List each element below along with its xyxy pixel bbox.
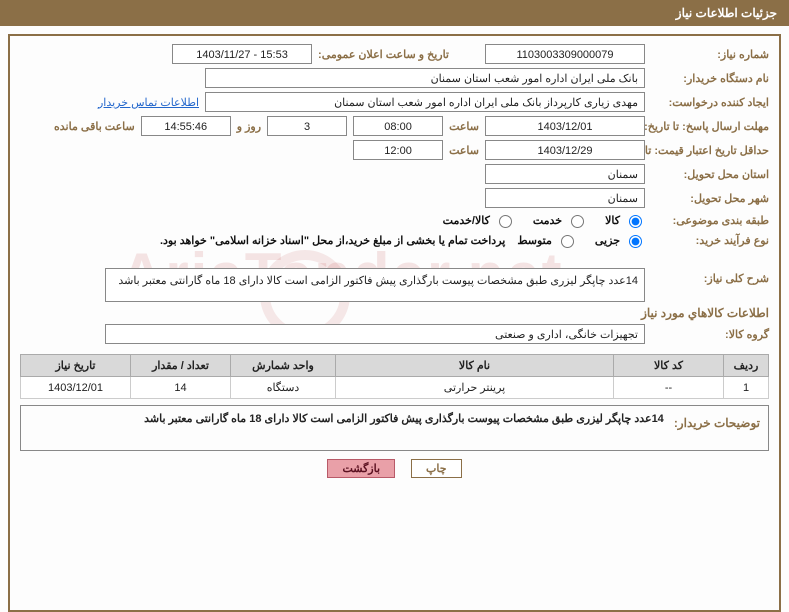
- radio-goods-label[interactable]: کالا: [605, 212, 645, 228]
- field-buyer-remarks: 14عدد چاپگر لیزری طبق مشخصات پیوست بارگذ…: [29, 412, 664, 425]
- back-button[interactable]: بازگشت: [327, 459, 395, 478]
- buyer-remarks-box: توضیحات خریدار: 14عدد چاپگر لیزری طبق مش…: [20, 405, 769, 451]
- print-button[interactable]: چاپ: [411, 459, 462, 478]
- label-goods-group: گروه کالا:: [651, 328, 769, 341]
- label-response-deadline: مهلت ارسال پاسخ: تا تاریخ:: [651, 120, 769, 133]
- field-price-validity-time: 12:00: [353, 140, 443, 160]
- field-announce-datetime: 1403/11/27 - 15:53: [172, 44, 312, 64]
- field-delivery-province: سمنان: [485, 164, 645, 184]
- row-need-number: شماره نیاز: 1103003309000079 تاریخ و ساع…: [20, 44, 769, 64]
- th-qty: تعداد / مقدار: [131, 355, 231, 377]
- radio-partial-label[interactable]: جزیی: [595, 232, 645, 248]
- row-category: طبقه بندی موضوعی: کالا خدمت کالا/خدمت: [20, 212, 769, 228]
- label-remaining: ساعت باقی مانده: [54, 120, 135, 133]
- th-name: نام کالا: [336, 355, 614, 377]
- cell-unit: دستگاه: [231, 377, 336, 399]
- row-process-type: نوع فرآیند خرید: جزیی متوسط پرداخت تمام …: [20, 232, 769, 248]
- radio-goods-service-label[interactable]: کالا/خدمت: [443, 212, 515, 228]
- th-row: ردیف: [724, 355, 769, 377]
- field-days-remaining: 3: [267, 116, 347, 136]
- process-radio-group: جزیی متوسط: [517, 232, 645, 248]
- buyer-contact-link[interactable]: اطلاعات تماس خریدار: [98, 96, 199, 109]
- field-price-validity-date: 1403/12/29: [485, 140, 645, 160]
- radio-medium-text: متوسط: [517, 234, 552, 247]
- row-goods-group: گروه کالا: تجهیزات خانگی، اداری و صنعتی: [20, 324, 769, 344]
- title-bar: جزئیات اطلاعات نیاز: [0, 0, 789, 26]
- field-response-time: 08:00: [353, 116, 443, 136]
- label-delivery-city: شهر محل تحویل:: [651, 192, 769, 205]
- radio-medium-label[interactable]: متوسط: [517, 232, 577, 248]
- radio-goods-service-text: کالا/خدمت: [443, 214, 490, 227]
- section-items-info: اطلاعات کالاهاي مورد نیاز: [20, 306, 769, 320]
- cell-name: پرینتر حرارتی: [336, 377, 614, 399]
- label-delivery-province: استان محل تحویل:: [651, 168, 769, 181]
- label-need-number: شماره نیاز:: [651, 48, 769, 61]
- label-buyer-org: نام دستگاه خریدار:: [651, 72, 769, 85]
- label-time-1: ساعت: [449, 120, 479, 133]
- field-need-number: 1103003309000079: [485, 44, 645, 64]
- radio-service-label[interactable]: خدمت: [533, 212, 587, 228]
- radio-service[interactable]: [571, 215, 584, 228]
- cell-date: 1403/12/01: [21, 377, 131, 399]
- cell-row: 1: [724, 377, 769, 399]
- radio-medium[interactable]: [561, 235, 574, 248]
- cell-code: --: [614, 377, 724, 399]
- label-announce-datetime: تاریخ و ساعت اعلان عمومی:: [318, 48, 449, 61]
- label-days-and: روز و: [237, 120, 261, 133]
- th-code: کد کالا: [614, 355, 724, 377]
- field-buyer-org: بانک ملی ایران اداره امور شعب استان سمنا…: [205, 68, 645, 88]
- label-general-desc: شرح کلی نیاز:: [651, 268, 769, 285]
- table-row: 1 -- پرینتر حرارتی دستگاه 14 1403/12/01: [21, 377, 769, 399]
- th-unit: واحد شمارش: [231, 355, 336, 377]
- table-header-row: ردیف کد کالا نام کالا واحد شمارش تعداد /…: [21, 355, 769, 377]
- row-general-desc: شرح کلی نیاز: 14عدد چاپگر لیزری طبق مشخص…: [20, 268, 769, 302]
- radio-service-text: خدمت: [533, 214, 562, 227]
- main-panel: AriaTender.net شماره نیاز: 1103003309000…: [8, 34, 781, 612]
- category-radio-group: کالا خدمت کالا/خدمت: [443, 212, 645, 228]
- field-general-desc: 14عدد چاپگر لیزری طبق مشخصات پیوست بارگذ…: [105, 268, 645, 302]
- radio-partial-text: جزیی: [595, 234, 620, 247]
- row-response-deadline: مهلت ارسال پاسخ: تا تاریخ: 1403/12/01 سا…: [20, 116, 769, 136]
- label-category: طبقه بندی موضوعی:: [651, 214, 769, 227]
- row-delivery-city: شهر محل تحویل: سمنان: [20, 188, 769, 208]
- field-time-remaining: 14:55:46: [141, 116, 231, 136]
- cell-qty: 14: [131, 377, 231, 399]
- radio-goods[interactable]: [629, 215, 642, 228]
- label-price-validity: حداقل تاریخ اعتبار قیمت: تا تاریخ:: [651, 144, 769, 157]
- th-date: تاریخ نیاز: [21, 355, 131, 377]
- radio-goods-text: کالا: [605, 214, 620, 227]
- row-delivery-province: استان محل تحویل: سمنان: [20, 164, 769, 184]
- radio-partial[interactable]: [629, 235, 642, 248]
- items-table: ردیف کد کالا نام کالا واحد شمارش تعداد /…: [20, 354, 769, 399]
- field-requester: مهدی زیاری کارپرداز بانک ملی ایران اداره…: [205, 92, 645, 112]
- radio-goods-service[interactable]: [499, 215, 512, 228]
- row-buyer-org: نام دستگاه خریدار: بانک ملی ایران اداره …: [20, 68, 769, 88]
- field-goods-group: تجهیزات خانگی، اداری و صنعتی: [105, 324, 645, 344]
- label-time-2: ساعت: [449, 144, 479, 157]
- label-process-type: نوع فرآیند خرید:: [651, 234, 769, 247]
- label-requester: ایجاد کننده درخواست:: [651, 96, 769, 109]
- page-title: جزئیات اطلاعات نیاز: [676, 6, 777, 20]
- field-delivery-city: سمنان: [485, 188, 645, 208]
- row-price-validity: حداقل تاریخ اعتبار قیمت: تا تاریخ: 1403/…: [20, 140, 769, 160]
- payment-note: پرداخت تمام یا بخشی از مبلغ خرید،از محل …: [160, 234, 505, 247]
- label-buyer-remarks: توضیحات خریدار:: [674, 412, 760, 430]
- field-response-date: 1403/12/01: [485, 116, 645, 136]
- row-requester: ایجاد کننده درخواست: مهدی زیاری کارپرداز…: [20, 92, 769, 112]
- button-row: چاپ بازگشت: [20, 459, 769, 478]
